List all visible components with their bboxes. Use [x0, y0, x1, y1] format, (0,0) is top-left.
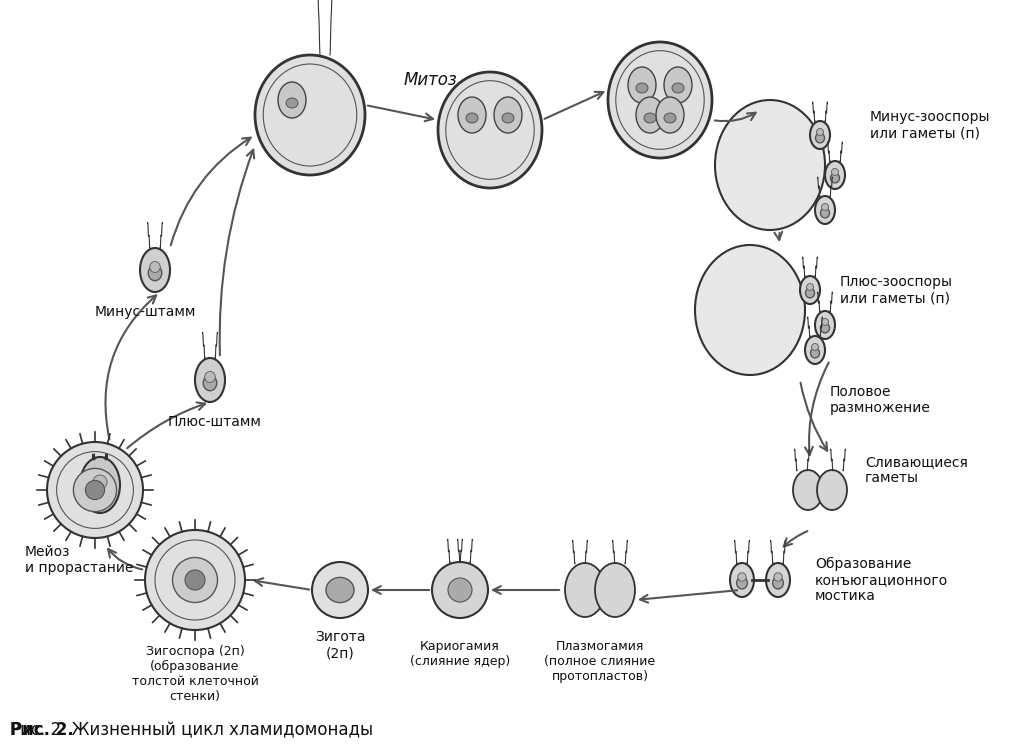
Ellipse shape: [793, 470, 823, 510]
Text: Сливающиеся
гаметы: Сливающиеся гаметы: [865, 455, 968, 485]
Ellipse shape: [185, 570, 205, 590]
Ellipse shape: [458, 97, 486, 133]
Ellipse shape: [255, 55, 365, 175]
Ellipse shape: [466, 113, 478, 123]
Ellipse shape: [494, 97, 522, 133]
Ellipse shape: [820, 208, 829, 218]
Ellipse shape: [449, 578, 472, 602]
Ellipse shape: [715, 100, 825, 230]
Ellipse shape: [821, 319, 828, 325]
Ellipse shape: [807, 283, 813, 290]
Ellipse shape: [815, 133, 824, 143]
Ellipse shape: [278, 82, 306, 118]
Ellipse shape: [656, 97, 684, 133]
Ellipse shape: [738, 573, 746, 581]
Circle shape: [47, 442, 143, 538]
Ellipse shape: [815, 311, 835, 339]
Ellipse shape: [820, 323, 829, 333]
Text: Плазмогамия
(полное слияние
протопластов): Плазмогамия (полное слияние протопластов…: [545, 640, 655, 683]
Circle shape: [172, 557, 217, 602]
Ellipse shape: [806, 288, 814, 298]
Ellipse shape: [766, 563, 790, 597]
Ellipse shape: [628, 67, 656, 103]
Text: Минус-зооспоры
или гаметы (п): Минус-зооспоры или гаметы (п): [870, 110, 990, 140]
Text: Половое
размножение: Половое размножение: [830, 385, 931, 415]
Ellipse shape: [438, 72, 542, 188]
Text: Минус-штамм: Минус-штамм: [94, 305, 196, 319]
Ellipse shape: [91, 478, 109, 498]
Ellipse shape: [831, 168, 839, 176]
Ellipse shape: [195, 358, 225, 402]
Ellipse shape: [825, 161, 845, 189]
Ellipse shape: [672, 83, 684, 93]
Ellipse shape: [816, 129, 823, 135]
Ellipse shape: [774, 573, 782, 581]
Text: Рис. 2.: Рис. 2.: [10, 721, 74, 739]
Ellipse shape: [815, 196, 835, 224]
Text: Мейоз
и прорастание: Мейоз и прорастание: [25, 545, 133, 575]
Ellipse shape: [730, 563, 754, 597]
Ellipse shape: [80, 457, 120, 513]
Circle shape: [145, 530, 245, 630]
Ellipse shape: [286, 98, 298, 108]
Ellipse shape: [830, 173, 840, 183]
Ellipse shape: [203, 375, 217, 390]
Text: Кариогамия
(слияние ядер): Кариогамия (слияние ядер): [410, 640, 510, 668]
Ellipse shape: [85, 480, 104, 500]
Ellipse shape: [502, 113, 514, 123]
Text: Плюс-штамм: Плюс-штамм: [168, 415, 262, 429]
Ellipse shape: [205, 372, 215, 382]
Ellipse shape: [805, 336, 825, 364]
Ellipse shape: [148, 266, 162, 280]
Ellipse shape: [644, 113, 656, 123]
Text: Образование
конъюгационного
мостика: Образование конъюгационного мостика: [815, 557, 948, 603]
Ellipse shape: [772, 577, 783, 589]
Text: Плюс-зооспоры
или гаметы (п): Плюс-зооспоры или гаметы (п): [840, 275, 953, 305]
Ellipse shape: [565, 563, 605, 617]
Circle shape: [432, 562, 488, 618]
Ellipse shape: [811, 348, 819, 358]
Ellipse shape: [736, 577, 748, 589]
Text: Рис. 2. Жизненный цикл хламидомонады: Рис. 2. Жизненный цикл хламидомонады: [10, 721, 373, 739]
Circle shape: [74, 468, 117, 512]
Ellipse shape: [695, 245, 805, 375]
Ellipse shape: [664, 67, 692, 103]
Ellipse shape: [150, 262, 160, 272]
Text: Зигоспора (2п)
(образование
толстой клеточной
стенки): Зигоспора (2п) (образование толстой клет…: [131, 645, 258, 703]
Ellipse shape: [664, 113, 676, 123]
Ellipse shape: [811, 343, 818, 351]
Circle shape: [312, 562, 368, 618]
Ellipse shape: [595, 563, 635, 617]
Ellipse shape: [636, 97, 664, 133]
Ellipse shape: [140, 248, 170, 292]
Ellipse shape: [636, 83, 648, 93]
Ellipse shape: [800, 276, 820, 304]
Ellipse shape: [608, 42, 712, 158]
Ellipse shape: [821, 203, 828, 210]
Ellipse shape: [326, 577, 354, 603]
Ellipse shape: [817, 470, 847, 510]
Text: Митоз: Митоз: [403, 71, 457, 89]
Ellipse shape: [810, 121, 830, 149]
Text: Зигота
(2п): Зигота (2п): [314, 630, 366, 660]
Ellipse shape: [93, 475, 106, 489]
